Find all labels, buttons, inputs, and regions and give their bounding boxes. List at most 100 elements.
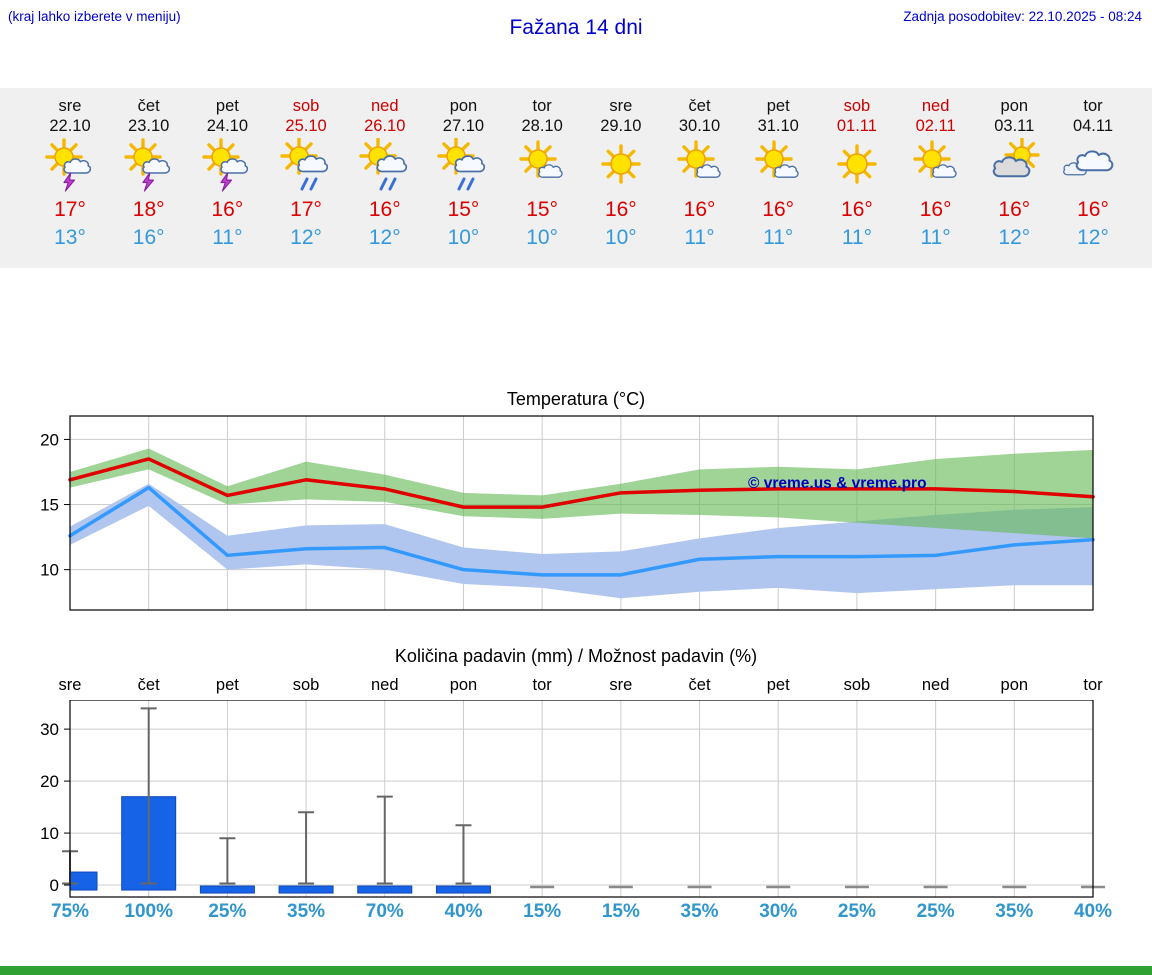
svg-text:20: 20: [40, 430, 59, 449]
day-name: sob: [292, 97, 320, 115]
temperature-chart-title: Temperatura (°C): [506, 389, 646, 409]
forecast-strip: sre 22.10 17° 13° čet 23.10 18° 16° pet 24.10 16° 1…: [0, 88, 1152, 268]
precip-probability: 35%: [287, 901, 326, 922]
day-date: 30.10: [678, 117, 721, 135]
day-high-temp: 16°: [604, 198, 637, 221]
svg-text:0: 0: [50, 876, 59, 895]
day-low-temp: 11°: [684, 226, 715, 249]
day-low-temp: 16°: [132, 226, 165, 249]
day-high-temp: 16°: [1077, 198, 1109, 221]
forecast-day[interactable]: pet 24.10 16° 11°: [185, 88, 269, 250]
day-name: čet: [137, 97, 160, 115]
forecast-day[interactable]: sob 01.11 16° 11°: [815, 88, 899, 250]
forecast-day[interactable]: čet 30.10 16° 11°: [658, 88, 742, 250]
sun-icon: [589, 138, 653, 192]
svg-text:30: 30: [40, 720, 59, 739]
precip-probability: 15%: [601, 901, 640, 922]
day-low-temp: 11°: [920, 226, 951, 249]
footer-green-bar: [0, 966, 1152, 975]
precip-probability: 40%: [444, 901, 483, 922]
forecast-day[interactable]: ned 02.11 16° 11°: [894, 88, 978, 250]
day-high-temp: 17°: [54, 198, 86, 221]
precip-probability: 75%: [50, 901, 90, 922]
precip-probability: 35%: [995, 901, 1034, 922]
day-high-temp: 16°: [368, 198, 401, 221]
day-low-temp: 12°: [368, 226, 401, 249]
precip-day-label: sob: [292, 676, 320, 694]
precip-probability: 30%: [759, 901, 798, 922]
forecast-day[interactable]: sre 22.10 17° 13°: [28, 88, 112, 250]
day-name: sob: [843, 97, 871, 115]
svg-text:20: 20: [40, 772, 59, 791]
day-name: pet: [215, 97, 239, 115]
forecast-day[interactable]: sob 25.10 17° 12°: [264, 88, 348, 250]
day-date: 23.10: [128, 117, 170, 135]
day-high-temp: 16°: [762, 198, 795, 221]
precipitation-chart: 0 10 20 30: [40, 700, 1105, 898]
svg-text:10: 10: [40, 561, 59, 580]
page-title: Fažana 14 dni: [509, 16, 643, 39]
precip-day-label: pet: [766, 676, 790, 694]
precip-day-label: čet: [688, 676, 711, 694]
day-low-temp: 11°: [841, 226, 873, 249]
precip-day-label-row: sre čet pet sob ned pon tor sre čet pet sob ned pon t…: [0, 676, 1152, 698]
day-date: 04.11: [1072, 117, 1114, 135]
forecast-day[interactable]: tor 28.10 15° 10°: [500, 88, 584, 250]
precip-probability: 40%: [1073, 901, 1113, 922]
menu-hint: (kraj lahko izberete v meniju): [8, 9, 181, 24]
svg-text:10: 10: [40, 824, 59, 843]
precip-day-label: čet: [137, 676, 160, 694]
day-low-temp: 10°: [447, 226, 480, 249]
sun-cloud-icon: [746, 138, 810, 192]
day-low-temp: 10°: [604, 226, 637, 249]
precip-day-label: ned: [371, 676, 399, 694]
sun-cloud-icon: [904, 138, 968, 192]
forecast-day[interactable]: ned 26.10 16° 12°: [343, 88, 427, 250]
day-low-temp: 11°: [763, 226, 794, 249]
precip-day-label: tor: [1083, 676, 1103, 694]
precip-day-label: pon: [1000, 676, 1029, 694]
day-high-temp: 15°: [526, 198, 559, 221]
day-name: tor: [532, 97, 552, 115]
day-high-temp: 18°: [132, 198, 165, 221]
sun-icon: [825, 138, 889, 192]
forecast-day[interactable]: pon 27.10 15° 10°: [421, 88, 505, 250]
copyright-note: © vreme.us & vreme.pro: [748, 475, 927, 492]
forecast-day[interactable]: pet 31.10 16° 11°: [736, 88, 820, 250]
day-name: sre: [609, 97, 633, 115]
day-low-temp: 13°: [54, 226, 86, 249]
temperature-chart: 10 15 20 © vreme.us & vreme.pro: [40, 415, 1095, 611]
forecast-day[interactable]: sre 29.10 16° 10°: [579, 88, 663, 250]
precipitation-chart-title: Količina padavin (mm) / Možnost padavin …: [394, 646, 758, 666]
precip-day-label: sre: [609, 676, 633, 694]
day-low-temp: 11°: [212, 226, 243, 249]
day-high-temp: 16°: [919, 198, 952, 221]
day-name: sre: [58, 97, 82, 115]
day-low-temp: 12°: [1077, 226, 1109, 249]
cloudy-icon: [1061, 138, 1125, 192]
forecast-day[interactable]: čet 23.10 18° 16°: [107, 88, 191, 250]
day-date: 25.10: [285, 117, 327, 135]
precip-day-label: sob: [843, 676, 871, 694]
precip-day-label: tor: [532, 676, 552, 694]
day-name: pet: [766, 97, 790, 115]
day-high-temp: 17°: [290, 198, 322, 221]
precip-probability-row: 75% 100% 25% 35% 70% 40% 15% 15% 35% 30% 25% 25% 35%…: [0, 901, 1152, 927]
precip-day-label: ned: [921, 676, 950, 694]
sun-storm-icon: [195, 138, 259, 192]
forecast-day[interactable]: tor 04.11 16° 12°: [1051, 88, 1135, 250]
day-name: ned: [371, 97, 399, 115]
precip-probability: 70%: [365, 901, 404, 922]
precip-day-label: pon: [449, 676, 478, 694]
precip-day-label: pet: [215, 676, 239, 694]
precip-probability: 15%: [523, 901, 562, 922]
day-name: čet: [688, 97, 711, 115]
day-date: 01.11: [836, 117, 877, 135]
sun-rain-icon: [274, 137, 338, 192]
day-date: 26.10: [364, 117, 406, 135]
day-name: tor: [1083, 97, 1103, 115]
precip-probability: 25%: [837, 901, 876, 922]
forecast-day[interactable]: pon 03.11 16° 12°: [972, 88, 1056, 250]
day-name: ned: [921, 97, 950, 115]
day-date: 29.10: [600, 117, 642, 135]
